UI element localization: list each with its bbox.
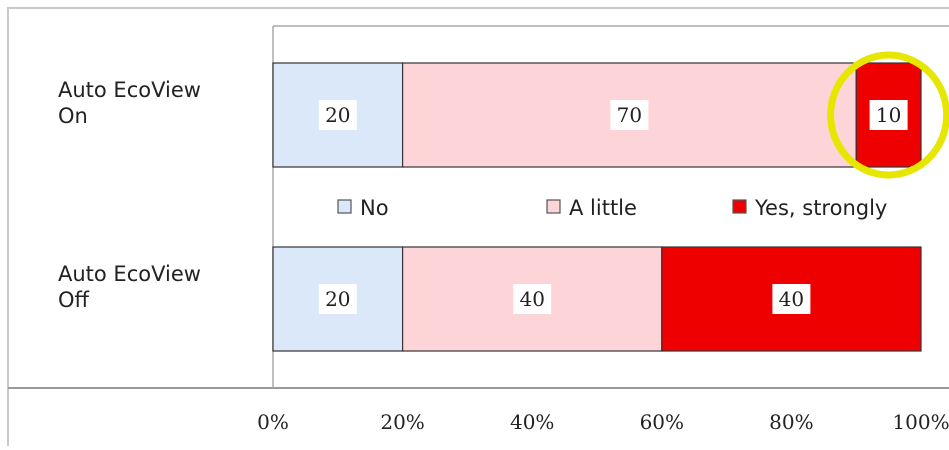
legend-label-no: No <box>360 196 389 220</box>
category-label-line: Auto EcoView <box>58 262 201 286</box>
legend: No A little Yes, strongly <box>337 196 887 220</box>
x-tick-labels-layer: 0% 20% 40% 60% 80% 100% <box>257 410 949 434</box>
legend-swatch-a-little <box>546 199 561 214</box>
x-tick-label-40: 40% <box>510 410 554 434</box>
value-label-auto-ecoview-on-no: 20 <box>325 103 350 127</box>
value-label-auto-ecoview-off-no: 20 <box>325 287 350 311</box>
value-labels-layer: 20 70 10 20 40 40 <box>318 100 908 314</box>
highlight-circle <box>827 51 949 179</box>
legend-swatch-yes-strongly <box>732 199 747 214</box>
legend-label-yes-strongly: Yes, strongly <box>754 196 887 220</box>
value-label-bg <box>318 100 357 130</box>
value-label-bg <box>610 100 649 130</box>
category-label-line: On <box>58 104 88 128</box>
category-label-auto-ecoview-off: Auto EcoView Off <box>58 262 201 312</box>
value-label-auto-ecoview-off-a-little: 40 <box>519 287 544 311</box>
category-label-line: Auto EcoView <box>58 78 201 102</box>
legend-swatch-no <box>337 199 352 214</box>
legend-label-a-little: A little <box>569 196 637 220</box>
x-tick-label-0: 0% <box>257 410 289 434</box>
highlight-layer <box>827 51 949 179</box>
value-label-bg <box>513 284 552 314</box>
category-label-line: Off <box>58 288 90 312</box>
category-label-auto-ecoview-on: Auto EcoView On <box>58 78 201 128</box>
value-label-bg <box>772 284 811 314</box>
x-tick-label-20: 20% <box>380 410 424 434</box>
x-tick-label-60: 60% <box>640 410 684 434</box>
value-label-auto-ecoview-off-yes-strongly: 40 <box>779 287 804 311</box>
value-label-bg <box>869 100 908 130</box>
value-label-auto-ecoview-on-yes-strongly: 10 <box>876 103 901 127</box>
x-tick-label-80: 80% <box>769 410 813 434</box>
value-label-bg <box>318 284 357 314</box>
value-label-auto-ecoview-on-a-little: 70 <box>617 103 642 127</box>
x-tick-label-100: 100% <box>892 410 949 434</box>
